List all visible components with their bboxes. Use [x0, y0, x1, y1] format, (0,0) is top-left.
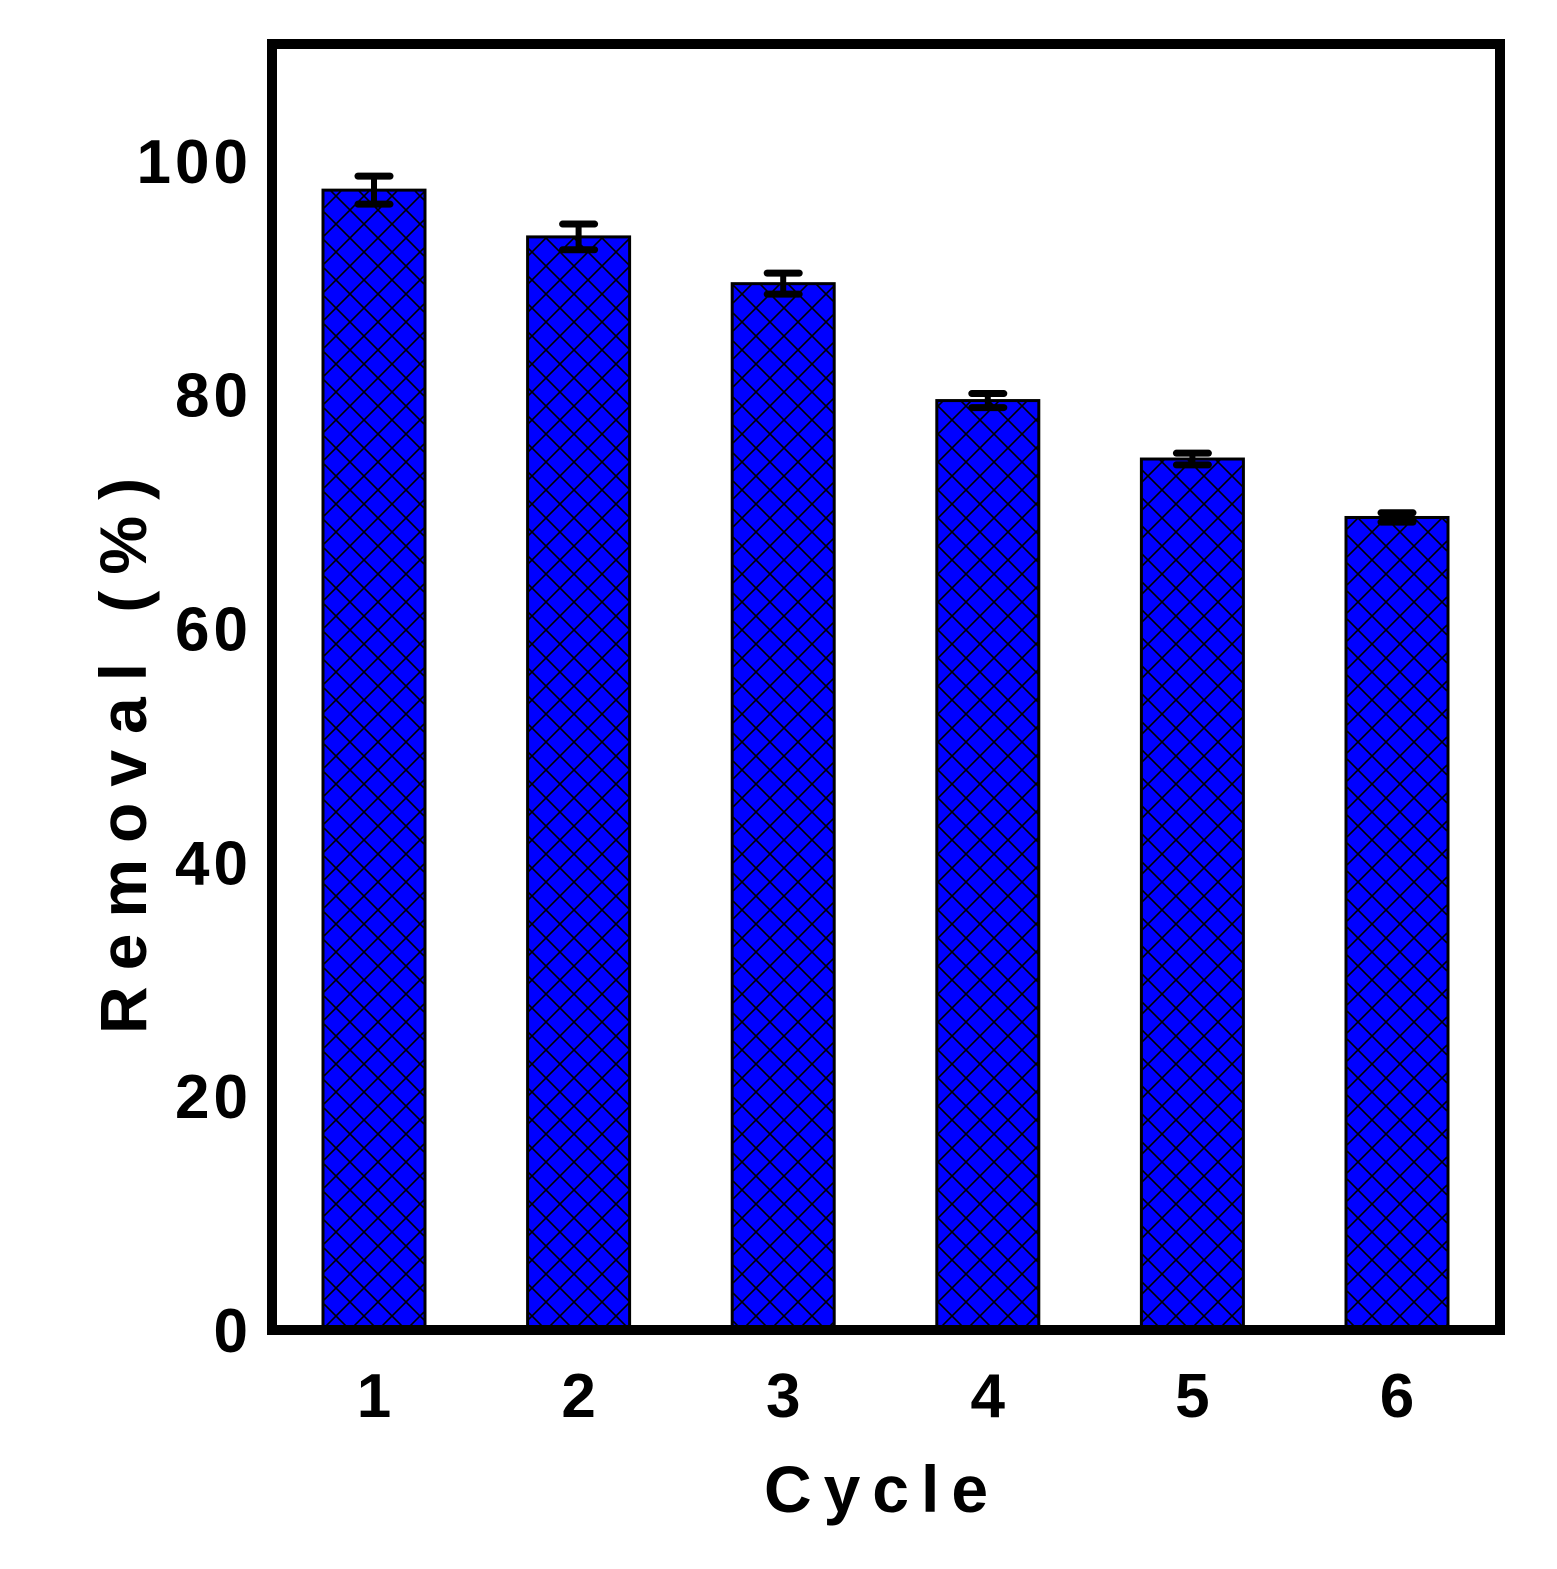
error-bars-layer — [354, 172, 1417, 526]
x-tick-labels: 1 2 3 4 5 6 — [357, 1362, 1414, 1431]
y-tick-label: 20 — [175, 1063, 252, 1132]
error-bar-cycle-2 — [559, 220, 599, 254]
y-tick-label: 40 — [175, 829, 252, 898]
bars-layer — [321, 188, 1450, 1332]
bar-cycle-6 — [1344, 515, 1450, 1332]
x-tick-label: 3 — [766, 1362, 800, 1431]
bar-cycle-3 — [730, 282, 836, 1332]
y-axis-title: Removal (%) — [86, 462, 160, 1034]
bar-cycle-5 — [1139, 457, 1245, 1332]
error-bar-cycle-1 — [354, 172, 394, 208]
bar-cycle-4 — [935, 399, 1041, 1332]
x-tick-label: 4 — [971, 1362, 1006, 1431]
x-tick-label: 1 — [357, 1362, 391, 1431]
bar-cycle-1 — [321, 188, 427, 1332]
x-tick-label: 5 — [1175, 1362, 1209, 1431]
y-tick-label: 60 — [175, 596, 252, 665]
error-bar-cycle-5 — [1172, 449, 1212, 469]
y-tick-labels: 0 20 40 60 80 100 — [137, 128, 252, 1366]
error-bar-cycle-4 — [968, 390, 1008, 412]
error-bar-cycle-3 — [763, 269, 803, 298]
x-axis-title: Cycle — [764, 1452, 1000, 1526]
y-tick-label: 0 — [214, 1297, 252, 1366]
x-tick-label: 6 — [1380, 1362, 1414, 1431]
bar-cycle-2 — [526, 235, 632, 1332]
error-bar-cycle-6 — [1377, 509, 1417, 526]
y-tick-label: 80 — [175, 362, 252, 431]
plot-frame — [267, 39, 1505, 1335]
y-tick-label: 100 — [137, 128, 252, 197]
x-tick-label: 2 — [561, 1362, 595, 1431]
